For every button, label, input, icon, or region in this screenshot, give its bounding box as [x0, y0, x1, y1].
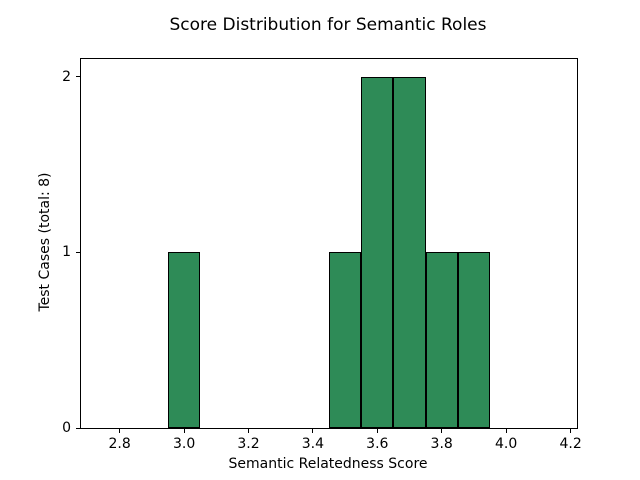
- histogram-bar: [329, 252, 362, 428]
- chart-title: Score Distribution for Semantic Roles: [169, 15, 487, 35]
- x-axis-label: Semantic Relatedness Score: [228, 456, 428, 472]
- histogram-bar: [393, 76, 426, 428]
- y-tick-mark: [76, 76, 81, 78]
- x-tick-mark: [312, 428, 314, 433]
- x-tick-label: 2.8: [108, 436, 131, 452]
- y-tick-label: 2: [62, 68, 71, 85]
- x-tick-label: 4.2: [559, 436, 582, 452]
- x-tick-label: 3.0: [172, 436, 196, 452]
- x-tick-label: 3.8: [430, 436, 453, 452]
- histogram-bar: [457, 252, 490, 428]
- y-tick-mark: [76, 427, 81, 429]
- x-tick-mark: [183, 428, 185, 433]
- x-tick-mark: [119, 428, 121, 433]
- x-tick-label: 3.6: [366, 436, 389, 452]
- histogram-bar: [168, 252, 201, 428]
- plot-area: 2.8 3.0 3.2 3.4 3.6 3.8 4.0 4.2 0 1 2: [62, 58, 582, 452]
- x-tick-mark: [248, 428, 249, 433]
- x-tick-mark: [441, 428, 443, 433]
- x-tick-mark: [570, 428, 572, 433]
- y-axis-label: Test Cases (total: 8): [37, 172, 53, 312]
- y-tick-label: 0: [62, 420, 71, 436]
- histogram-bar: [425, 252, 458, 428]
- x-tick-mark: [505, 428, 507, 433]
- y-tick-label: 1: [62, 244, 71, 261]
- histogram-bar: [361, 76, 394, 428]
- x-tick-mark: [376, 428, 378, 433]
- x-tick-label: 3.4: [301, 436, 325, 452]
- x-tick-label: 3.2: [237, 436, 260, 452]
- x-tick-label: 4.0: [494, 436, 518, 452]
- y-tick-mark: [76, 251, 81, 253]
